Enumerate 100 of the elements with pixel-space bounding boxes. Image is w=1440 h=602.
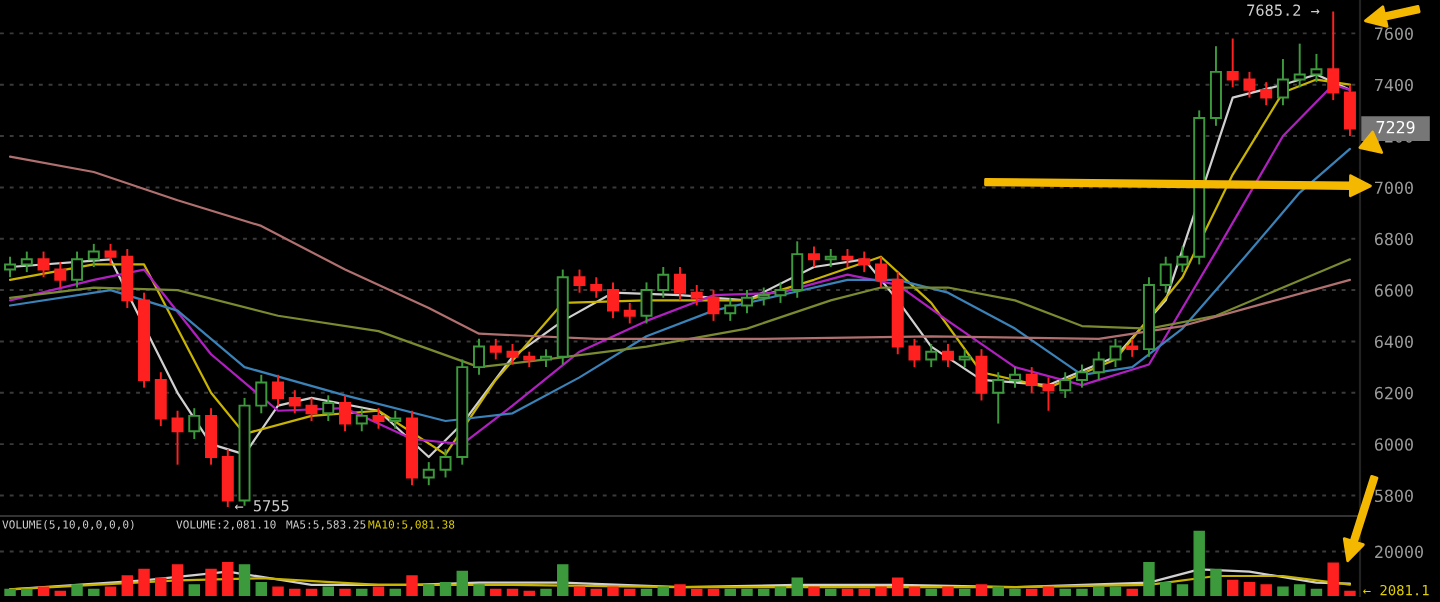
- bar: [155, 577, 167, 596]
- y-tick-label: 7400: [1375, 78, 1413, 92]
- bar: [1293, 584, 1306, 596]
- bar: [473, 584, 485, 596]
- bar: [1009, 588, 1021, 596]
- bar: [607, 586, 619, 596]
- bar: [741, 588, 753, 596]
- candlestick: [154, 371, 167, 428]
- bar: [640, 588, 653, 596]
- bar: [657, 586, 669, 596]
- bar: [590, 588, 602, 596]
- candlestick: [874, 255, 887, 289]
- bar: [942, 586, 954, 596]
- bar: [121, 575, 134, 596]
- candlestick: [188, 407, 201, 440]
- bar: [925, 588, 937, 596]
- bar: [305, 588, 318, 596]
- bar: [255, 581, 268, 596]
- candlestick: [573, 268, 586, 294]
- candlestick: [255, 373, 268, 415]
- bar: [1159, 581, 1172, 596]
- candlestick: [808, 245, 820, 268]
- candlestick: [288, 389, 301, 415]
- bar: [171, 564, 184, 596]
- candlestick: [1176, 245, 1189, 274]
- candlestick: [221, 448, 234, 508]
- bar: [1210, 568, 1222, 596]
- bar: [406, 575, 418, 596]
- bar: [506, 588, 519, 596]
- line-series: [8, 155, 1352, 340]
- candlestick: [657, 266, 670, 299]
- bar: [1193, 530, 1205, 596]
- y-tick-label: 6200: [1374, 386, 1413, 400]
- candlestick: [1109, 337, 1122, 369]
- candlestick: [4, 255, 17, 279]
- bar: [758, 588, 770, 596]
- bar: [71, 584, 83, 596]
- candlestick: [1059, 371, 1072, 399]
- bar: [523, 590, 535, 596]
- candlestick: [707, 289, 720, 322]
- candlestick: [607, 281, 619, 320]
- bar: [1176, 584, 1189, 596]
- bar: [1092, 586, 1105, 596]
- bar: [1226, 579, 1239, 596]
- candlestick: [1075, 363, 1088, 389]
- candlestick: [941, 343, 954, 369]
- bar: [1243, 581, 1256, 596]
- bar: [289, 588, 301, 596]
- candlestick: [355, 407, 368, 433]
- line-series: [8, 147, 1352, 423]
- candlestick: [674, 266, 686, 302]
- candlestick: [623, 301, 636, 325]
- bar: [1277, 586, 1289, 596]
- candlestick: [590, 276, 603, 299]
- bar: [238, 564, 251, 596]
- bar: [104, 586, 117, 596]
- y-tick-label: 5800: [1375, 489, 1413, 503]
- bar: [1327, 562, 1339, 596]
- bar: [272, 586, 284, 596]
- bar: [322, 586, 334, 596]
- bar: [774, 586, 787, 596]
- bar: [54, 590, 67, 596]
- bar: [439, 581, 452, 596]
- candlestick: [1260, 81, 1273, 107]
- bar: [540, 588, 552, 596]
- bar: [88, 588, 100, 596]
- candlestick: [1042, 376, 1055, 412]
- y-tick-label: 6800: [1374, 232, 1413, 246]
- bar: [188, 584, 201, 596]
- bar: [573, 586, 586, 596]
- y-tick-label: 6600: [1374, 284, 1413, 297]
- candlestick: [724, 296, 737, 322]
- line-series: [8, 258, 1352, 369]
- bar: [992, 586, 1004, 596]
- bar: [456, 570, 468, 596]
- bar: [1076, 588, 1088, 596]
- candlestick: [489, 337, 502, 361]
- y-tick-label: 6400: [1374, 335, 1413, 349]
- candlestick: [439, 448, 452, 479]
- bar: [372, 586, 385, 596]
- bar: [858, 588, 870, 596]
- candlestick: [37, 250, 50, 279]
- candlestick: [741, 289, 753, 315]
- y-tick-label: 7600: [1375, 27, 1413, 40]
- candlestick: [1226, 37, 1239, 89]
- bar: [808, 586, 820, 596]
- bar: [1126, 588, 1138, 596]
- candlestick: [1343, 83, 1356, 138]
- bar: [339, 588, 351, 596]
- text: 7229: [1376, 120, 1415, 134]
- candlestick: [272, 373, 285, 407]
- candlestick: [171, 409, 184, 466]
- bar: [37, 586, 50, 596]
- candlestick: [20, 250, 33, 274]
- bar: [959, 588, 971, 596]
- bar: [841, 588, 854, 596]
- candlestick: [908, 337, 921, 369]
- candlestick: [690, 283, 703, 307]
- candlestick: [1327, 10, 1340, 102]
- candlestick: [791, 240, 804, 299]
